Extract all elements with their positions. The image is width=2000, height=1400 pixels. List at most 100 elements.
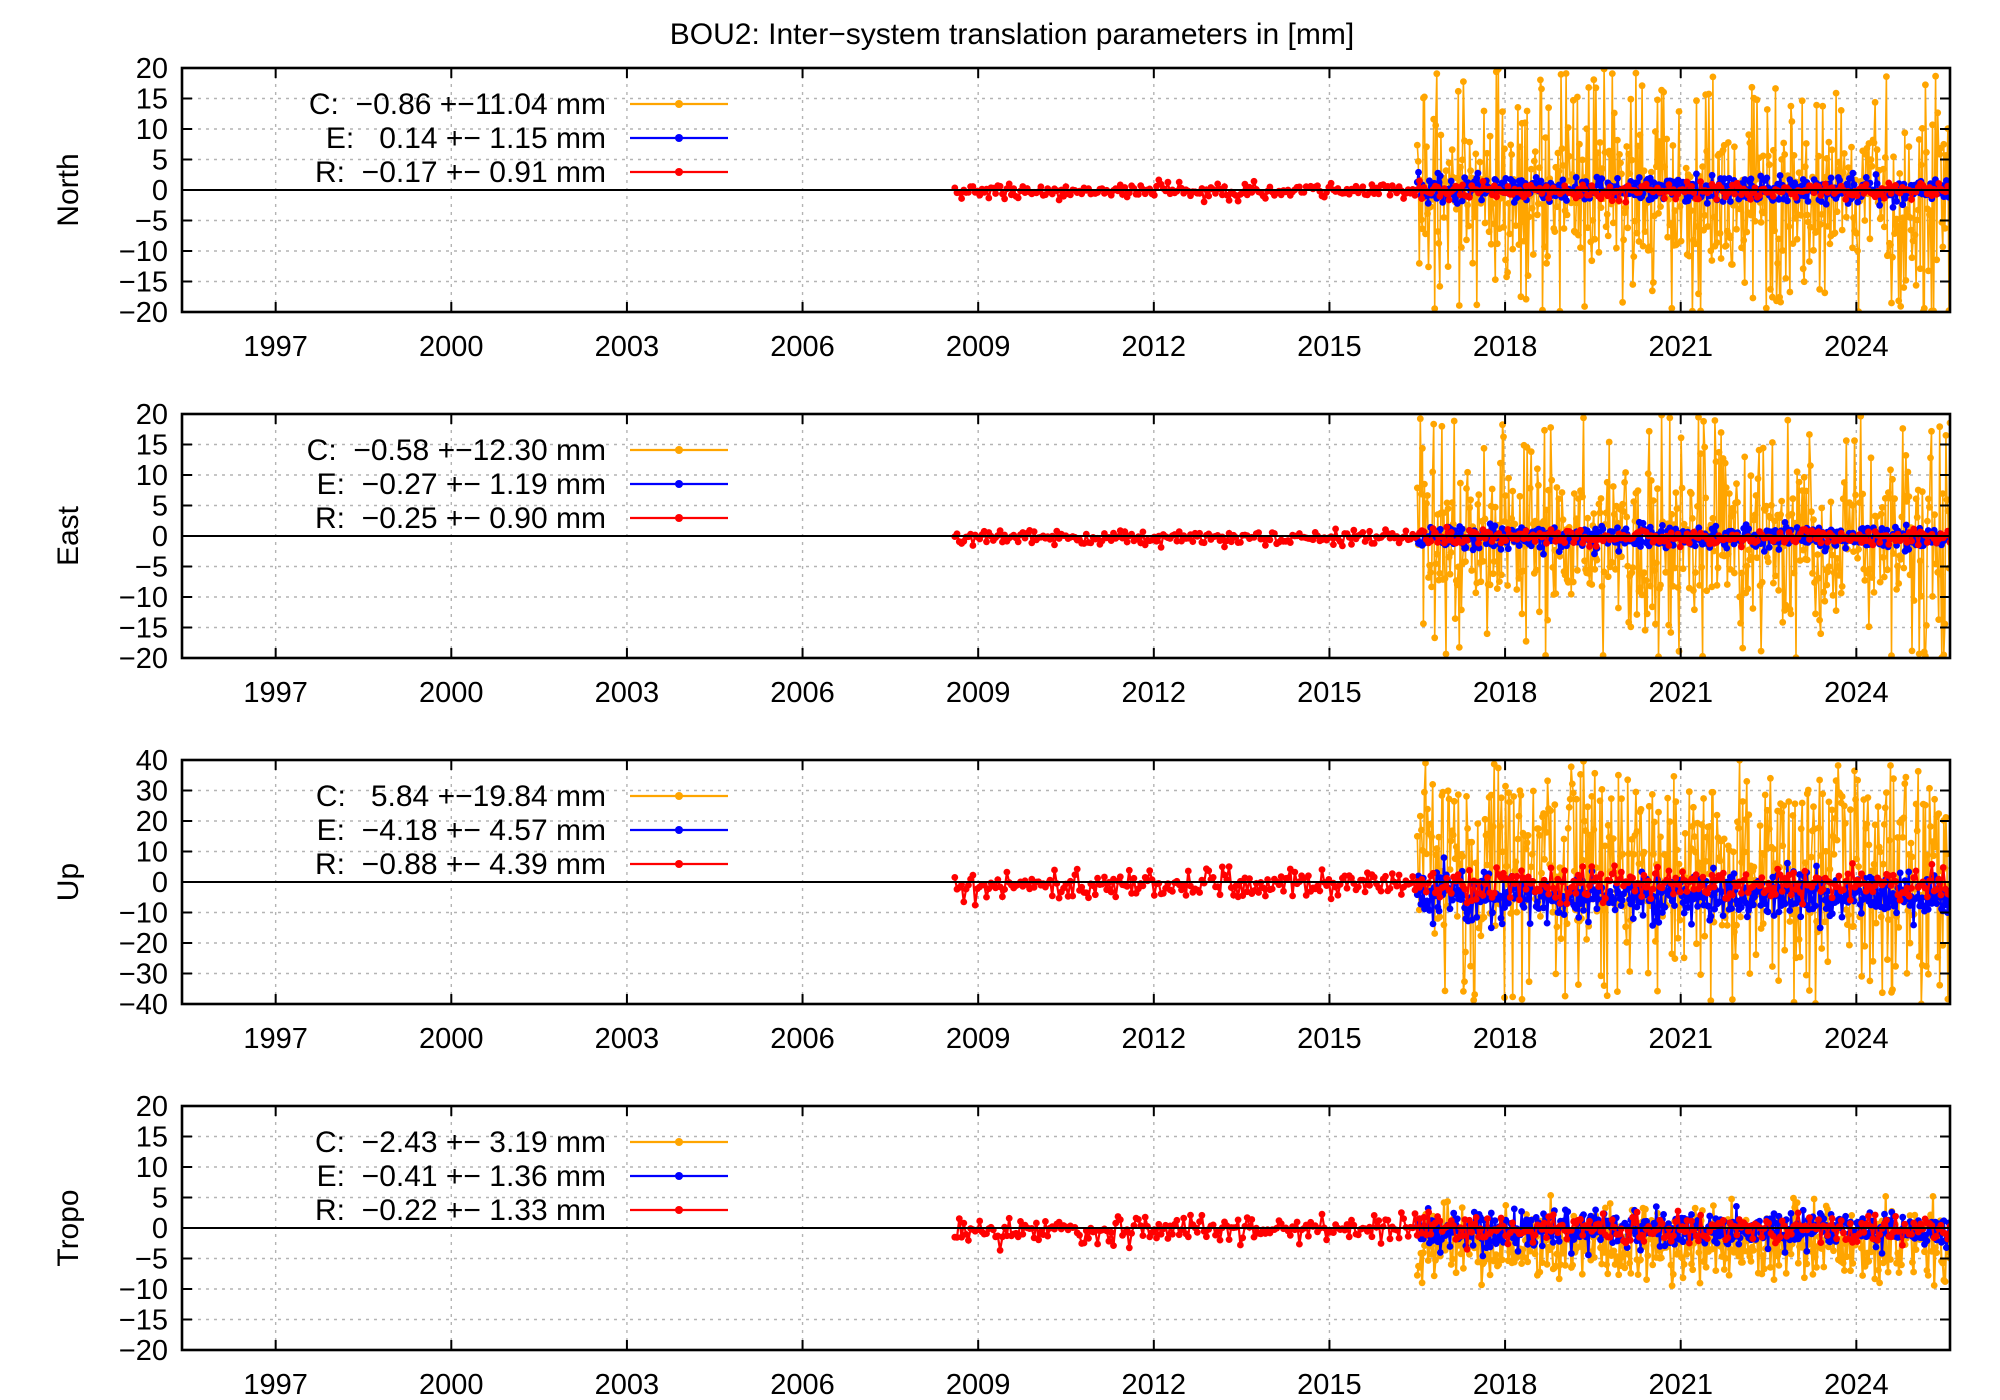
data-point xyxy=(1513,872,1521,880)
data-point xyxy=(1836,176,1843,184)
data-point xyxy=(1935,875,1943,883)
data-point xyxy=(1525,978,1533,986)
y-tick-label: 10 xyxy=(136,460,168,492)
data-point xyxy=(1899,214,1907,222)
data-point xyxy=(1850,181,1858,189)
data-point xyxy=(1654,485,1661,493)
data-point xyxy=(1501,518,1508,525)
data-point xyxy=(1725,490,1733,497)
data-point xyxy=(983,893,990,901)
data-point xyxy=(1815,824,1822,832)
data-point xyxy=(1887,762,1894,769)
data-point xyxy=(1866,235,1874,243)
data-point xyxy=(1597,972,1605,980)
data-point xyxy=(1643,1276,1650,1283)
data-point xyxy=(1839,169,1847,177)
data-point xyxy=(1610,896,1618,904)
data-point xyxy=(1786,288,1794,296)
data-point xyxy=(1936,423,1944,431)
data-point xyxy=(1051,541,1058,549)
data-point xyxy=(1434,228,1442,235)
x-tick-label: 2024 xyxy=(1824,331,1889,363)
data-point xyxy=(1527,542,1535,550)
data-point xyxy=(1849,169,1857,177)
data-point xyxy=(1871,882,1879,889)
data-point xyxy=(1540,550,1547,558)
data-point xyxy=(1896,869,1904,877)
data-point xyxy=(1629,564,1637,571)
y-tick-label: 10 xyxy=(136,114,168,146)
data-point xyxy=(1741,453,1749,461)
data-point xyxy=(1515,812,1523,820)
data-point xyxy=(1887,466,1894,474)
data-point xyxy=(1564,124,1572,131)
data-point xyxy=(1769,963,1776,970)
data-point xyxy=(1447,837,1455,845)
data-point xyxy=(1849,1260,1857,1267)
data-point xyxy=(1567,763,1575,771)
data-point xyxy=(1728,905,1735,912)
data-point xyxy=(1576,140,1583,148)
data-point xyxy=(1580,907,1587,914)
data-point xyxy=(1524,272,1532,279)
data-point xyxy=(1420,528,1428,535)
data-point xyxy=(1942,152,1950,159)
data-point xyxy=(1928,900,1936,907)
data-point xyxy=(1459,156,1466,164)
data-point xyxy=(1822,905,1830,912)
data-point xyxy=(1614,175,1621,182)
data-point xyxy=(1497,459,1504,467)
data-point xyxy=(1712,1267,1720,1274)
data-point xyxy=(1189,538,1197,545)
data-point xyxy=(1797,889,1804,896)
data-point xyxy=(1772,85,1779,92)
data-point xyxy=(1452,843,1460,851)
data-point xyxy=(1323,882,1330,889)
data-point xyxy=(1838,583,1846,590)
data-point xyxy=(1466,867,1473,874)
data-point xyxy=(1702,1263,1710,1271)
data-point xyxy=(1497,823,1504,830)
data-point xyxy=(1759,920,1767,928)
data-point xyxy=(1870,139,1878,147)
data-point xyxy=(1808,853,1815,861)
data-point xyxy=(1386,885,1394,892)
data-point xyxy=(996,182,1004,190)
data-point xyxy=(1893,215,1900,223)
data-point xyxy=(1468,567,1476,574)
data-point xyxy=(1588,182,1596,190)
data-point xyxy=(1584,224,1592,232)
data-point xyxy=(1460,78,1467,85)
data-point xyxy=(1471,991,1479,998)
data-point xyxy=(1704,889,1711,897)
y-tick-label: 40 xyxy=(136,745,168,777)
data-point xyxy=(1747,211,1755,219)
data-point xyxy=(1893,909,1900,917)
data-point xyxy=(1871,821,1879,829)
data-point xyxy=(1577,900,1585,907)
data-point xyxy=(1944,507,1950,515)
data-point xyxy=(1913,827,1921,835)
data-point xyxy=(1944,527,1950,535)
data-point xyxy=(1839,1259,1847,1267)
data-point xyxy=(1436,525,1444,533)
data-point xyxy=(1517,791,1525,799)
data-point xyxy=(1733,921,1740,929)
data-point xyxy=(1560,911,1568,918)
data-point xyxy=(1905,143,1913,151)
data-point xyxy=(1899,201,1907,209)
data-point xyxy=(1423,850,1430,858)
data-point xyxy=(1889,203,1897,211)
data-point xyxy=(1432,560,1440,568)
data-point xyxy=(1522,295,1530,303)
data-point xyxy=(1598,165,1606,173)
data-point xyxy=(1737,619,1744,627)
legend-marker-E xyxy=(675,826,683,834)
data-point xyxy=(1821,289,1829,297)
y-axis-label: North xyxy=(52,153,85,226)
data-point xyxy=(1803,1260,1811,1268)
data-point xyxy=(1674,934,1682,942)
data-point xyxy=(1769,193,1777,200)
data-point xyxy=(1839,495,1847,503)
data-point xyxy=(1529,787,1537,795)
